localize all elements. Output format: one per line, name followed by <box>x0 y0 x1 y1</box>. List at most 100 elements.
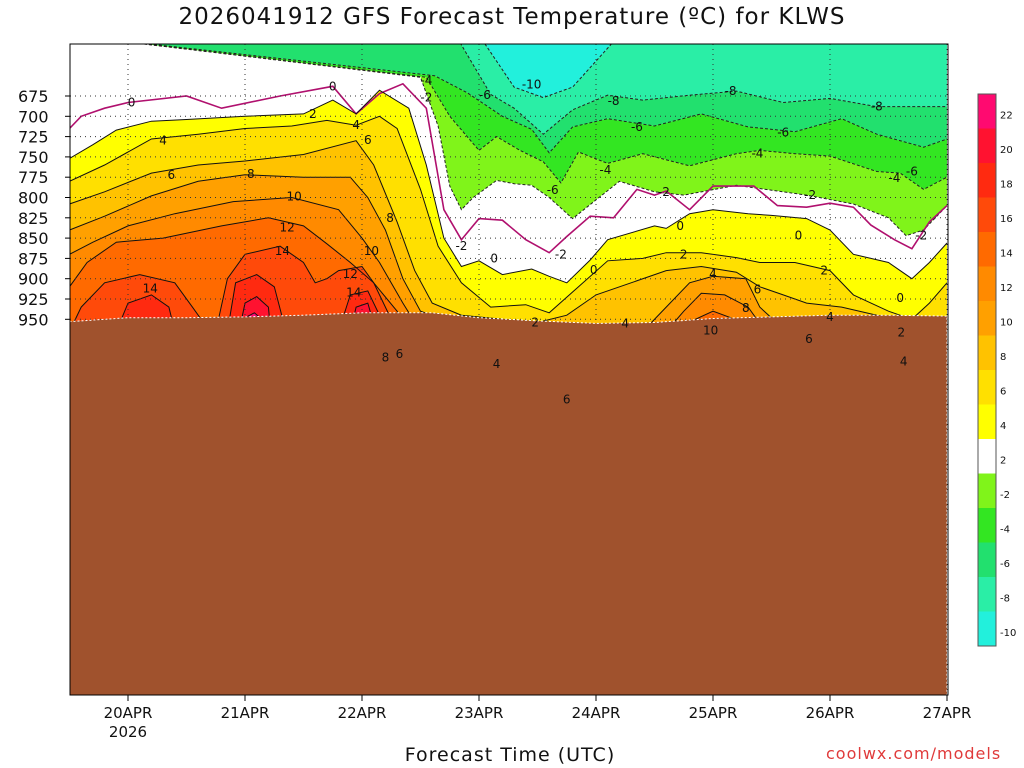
colorbar-swatch-cold2 <box>978 473 996 509</box>
terrain-surface <box>70 312 948 695</box>
band-minus6-minus4 <box>144 44 947 190</box>
x-tick-label: 27APR <box>923 704 972 722</box>
contour-label: 4 <box>352 118 360 132</box>
colorbar-label: -4 <box>1000 524 1010 535</box>
x-tick-label: 20APR <box>104 704 153 722</box>
contour-label: 2 <box>898 325 906 339</box>
y-tick-label: 825 <box>18 209 49 228</box>
contour-label: -2 <box>420 91 432 105</box>
isotherm-p16 <box>70 274 947 332</box>
isotherm-p14 <box>70 245 947 332</box>
source-credit[interactable]: coolwx.com/models <box>826 744 1002 763</box>
colorbar-swatch-warm22 <box>978 94 996 129</box>
colorbar-swatch-warm18 <box>978 128 996 164</box>
contour-label: 14 <box>275 244 290 258</box>
colorbar-label: 2 <box>1000 455 1006 466</box>
isotherm-m6 <box>144 44 948 154</box>
band-12-14 <box>70 217 947 332</box>
contour-label: 0 <box>676 219 684 233</box>
colorbar-label: 6 <box>1000 386 1006 397</box>
contour-label: -4 <box>420 74 432 88</box>
colorbar-swatch-cold10 <box>978 611 996 647</box>
y-tick-label: 925 <box>18 290 49 309</box>
band-6-8 <box>70 140 947 332</box>
contour-label: 0 <box>896 291 904 305</box>
colorbar-swatch-warm6 <box>978 335 996 371</box>
colorbar-label: 12 <box>1000 283 1013 294</box>
contour-label: 6 <box>805 332 813 346</box>
band-10-12 <box>70 197 947 332</box>
colorbar-swatch-warm10 <box>978 266 996 302</box>
x-tick-sublabel: 2026 <box>109 723 147 741</box>
y-tick-label: 875 <box>18 249 49 268</box>
colorbar-swatch-warm8 <box>978 301 996 336</box>
y-tick-label: 675 <box>18 87 49 106</box>
isotherm-m2 <box>139 44 948 237</box>
contour-label: 4 <box>709 267 717 281</box>
x-axis-title: Forecast Time (UTC) <box>404 744 616 766</box>
x-tick-label: 21APR <box>221 704 270 722</box>
contour-label: -8 <box>725 84 737 98</box>
y-tick-label: 900 <box>18 270 49 289</box>
contour-label: -6 <box>479 88 491 102</box>
isotherm-p8 <box>70 174 947 332</box>
x-tick-label: 25APR <box>689 704 738 722</box>
contour-label: 10 <box>364 244 379 258</box>
contour-label: 6 <box>563 393 571 407</box>
temperature-bands <box>70 44 947 336</box>
contour-label: 14 <box>143 281 158 295</box>
x-tick-label: 22APR <box>338 704 387 722</box>
band-minus8-minus6 <box>149 44 947 153</box>
y-tick-label: 775 <box>18 168 49 187</box>
contour-label: 12 <box>343 267 358 281</box>
contour-label: 12 <box>279 221 294 235</box>
colorbar: 22 20 18 16 14 12 10 8 6 4 2 -2 -4 -6 -8 -10 <box>977 93 1016 647</box>
contour-label: -6 <box>777 126 789 140</box>
colorbar-swatch-cold6 <box>978 542 996 578</box>
contour-label: -2 <box>915 229 927 243</box>
colorbar-label: 8 <box>1000 352 1006 363</box>
isotherm-z <box>70 82 948 254</box>
contour-label: 4 <box>900 355 908 369</box>
contour-label: -4 <box>751 147 763 161</box>
contour-label: 4 <box>159 134 167 148</box>
contour-label: 10 <box>703 324 718 338</box>
band-minus2-plus2 <box>70 44 947 283</box>
colorbar-swatch-warm14 <box>978 197 996 233</box>
band-below-minus10 <box>485 44 612 98</box>
colorbar-swatch-warm12 <box>978 232 996 267</box>
contour-label: 4 <box>826 310 834 324</box>
terrain-layer <box>70 312 948 695</box>
contour-label: 0 <box>590 263 598 277</box>
contour-label: 0 <box>329 79 337 93</box>
x-tick-label: 23APR <box>455 704 504 722</box>
y-tick-label: 850 <box>18 229 49 248</box>
isotherm-p4 <box>70 115 948 320</box>
colorbar-label: 4 <box>1000 421 1006 432</box>
y-tick-label: 700 <box>18 107 49 126</box>
y-tick-label: 725 <box>18 128 49 147</box>
contour-label: 14 <box>346 286 361 300</box>
contour-label: 10 <box>286 190 301 204</box>
colorbar-label: 14 <box>1000 248 1013 259</box>
colorbar-swatch-zero <box>978 439 996 474</box>
contour-label: 4 <box>493 357 501 371</box>
contour-label: 0 <box>795 229 803 243</box>
colorbar-swatch-warm2 <box>978 404 996 440</box>
colorbar-label: 16 <box>1000 214 1013 225</box>
contour-label: -2 <box>455 239 467 253</box>
contour-label: 2 <box>820 264 828 278</box>
contour-label: 6 <box>396 347 404 361</box>
band-8-10 <box>70 174 947 332</box>
colorbar-swatch-warm16 <box>978 163 996 198</box>
colorbar-label: -6 <box>1000 559 1010 570</box>
colorbar-label: -8 <box>1000 593 1010 604</box>
contour-label: 2 <box>531 316 539 330</box>
contour-label: -6 <box>906 165 918 179</box>
isotherm-p2 <box>70 89 948 284</box>
contour-label: 6 <box>364 133 372 147</box>
contour-label: -6 <box>631 120 643 134</box>
